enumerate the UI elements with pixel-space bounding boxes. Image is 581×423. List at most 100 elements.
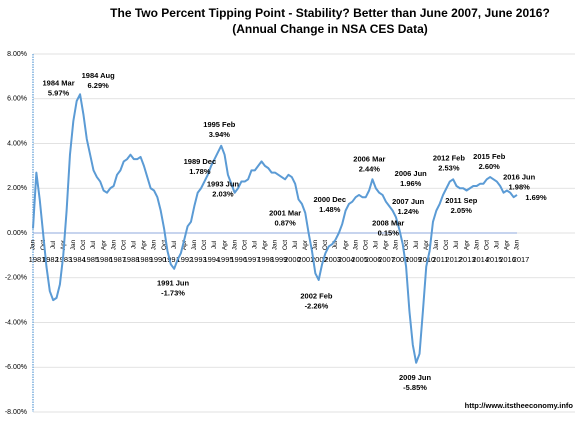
x-year-label: 1994 (203, 255, 220, 264)
x-month-label: Jan (514, 239, 521, 250)
x-month-label: Jul (131, 240, 138, 249)
x-month-label: Jul (90, 240, 97, 249)
source-note: http://www.itstheeconomy.info (465, 401, 574, 410)
annotation: 2002 Feb-2.26% (300, 292, 333, 311)
x-year-label: 2016 (499, 255, 516, 264)
x-year-label: 1982 (42, 255, 59, 264)
annotation-value: 1.69% (525, 193, 547, 202)
y-tick-label: -2.00% (5, 275, 27, 282)
annotation-date: 2009 Jun (399, 373, 432, 382)
x-month-label: Oct (80, 240, 87, 250)
x-month-label: Oct (322, 240, 329, 250)
x-month-label: Oct (201, 240, 208, 250)
x-month-label: Jan (272, 239, 279, 250)
y-tick-label: 6.00% (7, 96, 27, 103)
x-month-label: Oct (282, 240, 289, 250)
y-tick-label: -6.00% (5, 364, 27, 371)
x-year-label: 2007 (378, 255, 395, 264)
x-year-label: 2006 (365, 255, 382, 264)
x-year-label: 1995 (217, 255, 234, 264)
x-year-label: 1986 (96, 255, 113, 264)
annotation-date: 2015 Feb (473, 152, 506, 161)
x-year-label: 1992 (177, 255, 194, 264)
x-month-label: Jan (231, 239, 238, 250)
annotation-date: 2016 Jun (503, 173, 536, 182)
x-year-label: 1998 (257, 255, 274, 264)
x-month-label: Jan (151, 239, 158, 250)
annotation-value: 0.87% (274, 219, 296, 228)
annotation-date: 1993 Jun (207, 180, 240, 189)
x-year-label: 1987 (109, 255, 126, 264)
x-month-label: Jul (453, 240, 460, 249)
x-year-label: 1988 (123, 255, 140, 264)
x-year-label: 2013 (459, 255, 476, 264)
x-year-label: 1984 (69, 255, 86, 264)
x-month-label: Oct (241, 240, 248, 250)
annotation-value: 2.03% (212, 190, 234, 199)
x-month-label: Apr (383, 239, 390, 250)
y-tick-label: -8.00% (5, 409, 27, 416)
annotation-value: 2.53% (438, 163, 460, 172)
annotation-date: 2006 Jun (395, 169, 428, 178)
annotation-value: 1.96% (400, 179, 422, 188)
x-month-label: Jan (110, 239, 117, 250)
x-year-label: 2000 (284, 255, 301, 264)
x-month-label: Apr (463, 239, 470, 250)
annotation-date: 1984 Mar (43, 78, 75, 87)
x-year-label: 1990 (150, 255, 167, 264)
annotation-value: 1.24% (398, 207, 420, 216)
x-month-label: Jul (413, 240, 420, 249)
x-year-label: 2005 (351, 255, 368, 264)
annotation-date: 1984 Aug (82, 71, 115, 80)
x-month-label: Jan (433, 239, 440, 250)
x-month-label: Jul (373, 240, 380, 249)
x-year-label: 1993 (190, 255, 207, 264)
annotation-value: 5.97% (48, 88, 70, 97)
x-year-label: 1991 (163, 255, 180, 264)
annotation-value: -1.73% (161, 289, 185, 298)
annotation-date: 2011 Sep (445, 196, 478, 205)
chart-subtitle: (Annual Change in NSA CES Data) (232, 22, 428, 36)
annotation-date: 1989 Dec (184, 157, 217, 166)
x-month-label: Apr (100, 239, 107, 250)
annotation: 1.69% (525, 193, 547, 202)
x-month-label: Oct (483, 240, 490, 250)
annotation-value: -5.85% (403, 383, 427, 392)
annotation-value: 2.60% (479, 162, 501, 171)
x-month-label: Jan (393, 239, 400, 250)
x-month-label: Jul (252, 240, 259, 249)
x-month-label: Jul (211, 240, 218, 249)
x-month-label: Jan (30, 239, 37, 250)
x-month-label: Jul (292, 240, 299, 249)
annotation-date: 2008 Mar (372, 219, 404, 228)
x-month-label: Oct (362, 240, 369, 250)
annotation-value: 0.15% (378, 229, 400, 238)
x-year-label: 2004 (338, 255, 355, 264)
annotation-date: 1995 Feb (203, 120, 236, 129)
x-year-label: 2002 (311, 255, 328, 264)
x-month-label: Jul (50, 240, 57, 249)
x-year-label: 1985 (82, 255, 99, 264)
data-line (32, 93, 518, 364)
annotation-date: 2012 Feb (433, 153, 466, 162)
y-tick-label: 2.00% (7, 185, 27, 192)
y-tick-label: 4.00% (7, 140, 27, 147)
y-tick-label: 8.00% (7, 51, 27, 58)
x-month-label: Apr (423, 239, 430, 250)
annotation-date: 1991 Jun (157, 279, 190, 288)
x-month-label: Apr (504, 239, 511, 250)
x-month-label: Apr (221, 239, 228, 250)
x-month-label: Jan (70, 239, 77, 250)
x-year-label: 1981 (29, 255, 46, 264)
x-year-label: 2014 (472, 255, 489, 264)
